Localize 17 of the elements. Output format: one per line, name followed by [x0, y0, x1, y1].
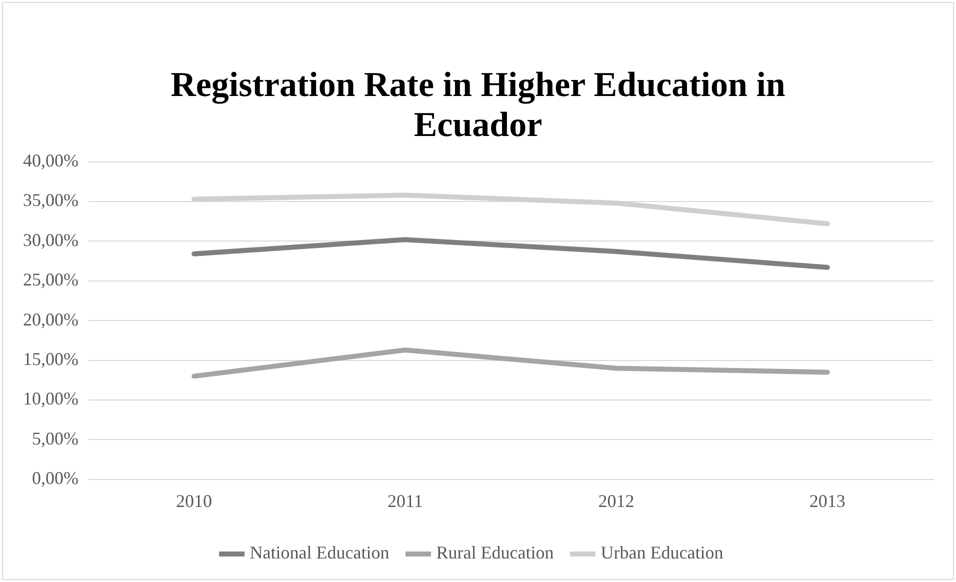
x-tick-label: 2012 — [598, 490, 634, 511]
y-tick-label: 0,00% — [32, 468, 78, 488]
x-tick-label: 2010 — [176, 490, 212, 511]
y-tick-label: 10,00% — [22, 388, 78, 409]
y-tick-label: 40,00% — [22, 150, 78, 171]
y-tick-label: 20,00% — [22, 309, 78, 330]
chart-title: Registration Rate in Higher Education in Ecuador — [170, 65, 786, 145]
y-tick-label: 35,00% — [22, 190, 78, 210]
legend-label: National Education — [250, 542, 390, 563]
legend-label: Rural Education — [436, 542, 554, 563]
y-tick-label: 5,00% — [32, 428, 78, 448]
x-tick-label: 2011 — [388, 490, 423, 511]
y-tick-label: 25,00% — [22, 270, 78, 290]
x-tick-label: 2013 — [809, 490, 846, 511]
y-tick-label: 30,00% — [22, 230, 78, 250]
legend-label: Urban Education — [600, 542, 724, 563]
y-tick-label: 15,00% — [22, 349, 78, 370]
